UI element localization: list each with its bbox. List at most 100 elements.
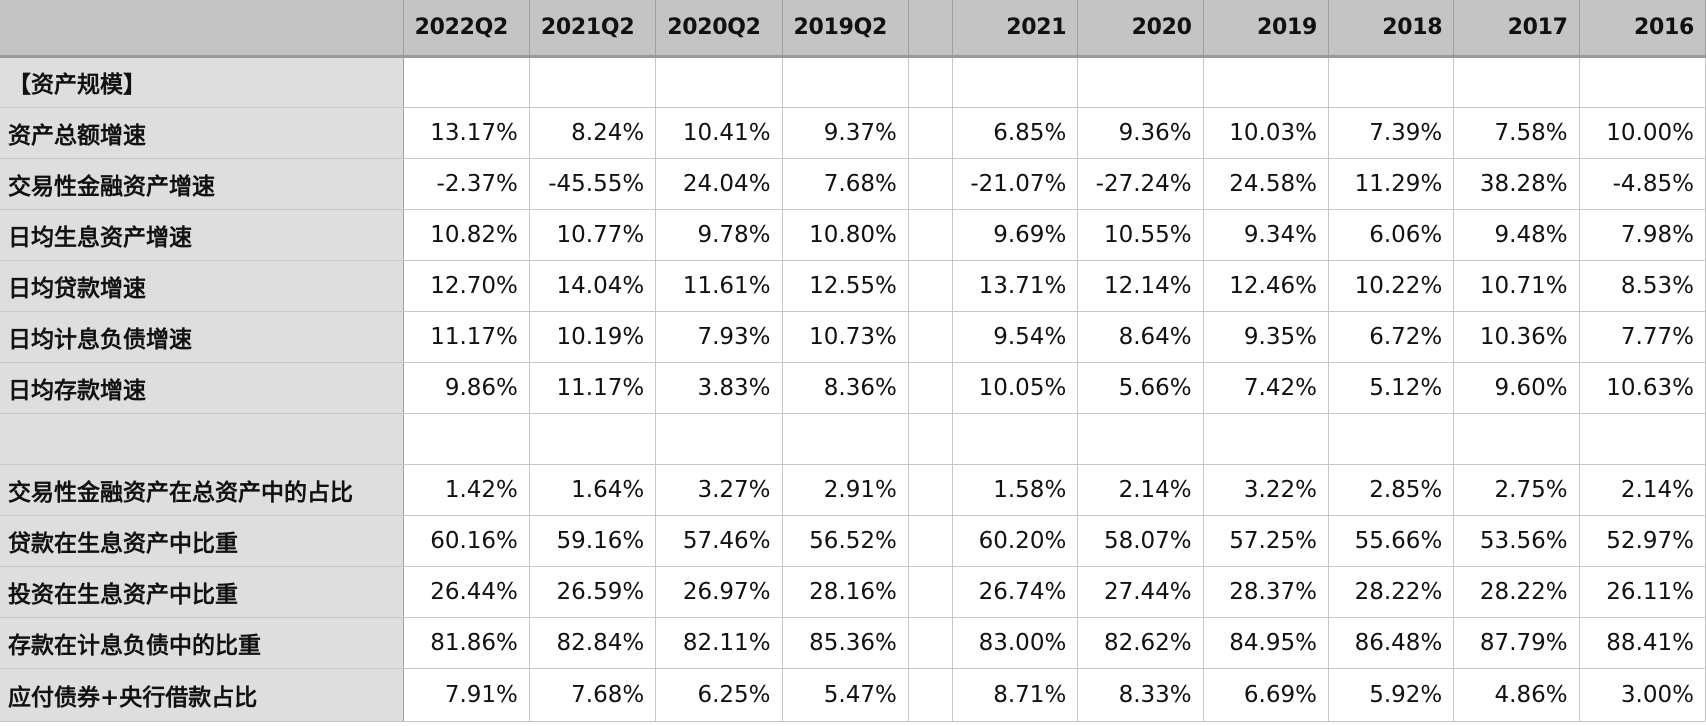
data-cell[interactable]: 13.71% <box>952 260 1079 312</box>
data-cell[interactable]: 6.69% <box>1203 668 1329 722</box>
row-label-cell[interactable] <box>0 413 404 465</box>
row-label-cell[interactable]: 日均贷款增速 <box>0 260 404 312</box>
data-cell[interactable]: 7.91% <box>403 668 530 722</box>
data-cell[interactable]: 10.05% <box>952 362 1079 414</box>
data-cell[interactable] <box>952 56 1079 108</box>
data-cell[interactable] <box>529 413 657 465</box>
data-cell[interactable]: 7.77% <box>1579 311 1706 363</box>
gap-cell[interactable] <box>908 464 953 516</box>
data-cell[interactable]: 10.82% <box>403 209 530 261</box>
data-cell[interactable] <box>1453 56 1580 108</box>
data-cell[interactable]: 3.00% <box>1579 668 1706 722</box>
data-cell[interactable]: 11.17% <box>403 311 530 363</box>
data-cell[interactable]: 10.00% <box>1579 107 1706 159</box>
data-cell[interactable]: 82.11% <box>655 617 783 669</box>
data-cell[interactable]: 28.22% <box>1328 566 1455 618</box>
data-cell[interactable]: 6.85% <box>952 107 1079 159</box>
data-cell[interactable] <box>1328 56 1455 108</box>
data-cell[interactable]: 26.74% <box>952 566 1079 618</box>
data-cell[interactable]: 8.53% <box>1579 260 1706 312</box>
data-cell[interactable]: 7.58% <box>1453 107 1580 159</box>
column-header[interactable]: 2016 <box>1579 0 1706 58</box>
data-cell[interactable]: 1.64% <box>529 464 657 516</box>
gap-cell[interactable] <box>908 311 953 363</box>
gap-cell[interactable] <box>908 107 953 159</box>
row-label-cell[interactable]: 应付债券+央行借款占比 <box>0 668 404 722</box>
gap-cell[interactable] <box>908 158 953 210</box>
row-label-cell[interactable]: 日均生息资产增速 <box>0 209 404 261</box>
row-label-cell[interactable]: 交易性金融资产在总资产中的占比 <box>0 464 404 516</box>
data-cell[interactable]: 10.71% <box>1453 260 1580 312</box>
data-cell[interactable]: 9.36% <box>1077 107 1204 159</box>
data-cell[interactable]: 24.58% <box>1203 158 1329 210</box>
data-cell[interactable]: 11.61% <box>655 260 783 312</box>
data-cell[interactable] <box>1203 413 1329 465</box>
data-cell[interactable]: 7.42% <box>1203 362 1329 414</box>
column-header[interactable]: 2020Q2 <box>655 0 783 58</box>
column-header[interactable]: 2021 <box>952 0 1079 58</box>
data-cell[interactable]: -21.07% <box>952 158 1079 210</box>
data-cell[interactable] <box>1077 413 1204 465</box>
gap-cell[interactable] <box>908 617 953 669</box>
data-cell[interactable]: 57.25% <box>1203 515 1329 567</box>
column-header[interactable]: 2022Q2 <box>403 0 530 58</box>
data-cell[interactable]: 2.75% <box>1453 464 1580 516</box>
data-cell[interactable]: 57.46% <box>655 515 783 567</box>
data-cell[interactable]: -2.37% <box>403 158 530 210</box>
row-label-cell[interactable]: 日均计息负债增速 <box>0 311 404 363</box>
data-cell[interactable]: 12.14% <box>1077 260 1204 312</box>
data-cell[interactable]: 6.72% <box>1328 311 1455 363</box>
column-header[interactable]: 2019 <box>1203 0 1329 58</box>
data-cell[interactable] <box>655 56 783 108</box>
data-cell[interactable]: 9.78% <box>655 209 783 261</box>
data-cell[interactable]: 10.77% <box>529 209 657 261</box>
data-cell[interactable]: 7.68% <box>529 668 657 722</box>
data-cell[interactable]: 58.07% <box>1077 515 1204 567</box>
data-cell[interactable]: 7.98% <box>1579 209 1706 261</box>
data-cell[interactable]: 85.36% <box>782 617 909 669</box>
data-cell[interactable] <box>782 413 909 465</box>
gap-cell[interactable] <box>908 566 953 618</box>
data-cell[interactable]: 5.12% <box>1328 362 1455 414</box>
data-cell[interactable]: 26.44% <box>403 566 530 618</box>
data-cell[interactable]: 26.11% <box>1579 566 1706 618</box>
data-cell[interactable]: 10.03% <box>1203 107 1329 159</box>
row-label-cell[interactable]: 日均存款增速 <box>0 362 404 414</box>
header-corner-cell[interactable] <box>0 0 404 58</box>
data-cell[interactable]: 27.44% <box>1077 566 1204 618</box>
data-cell[interactable] <box>782 56 909 108</box>
data-cell[interactable]: 7.93% <box>655 311 783 363</box>
data-cell[interactable]: 2.85% <box>1328 464 1455 516</box>
data-cell[interactable]: 28.16% <box>782 566 909 618</box>
gap-cell[interactable] <box>908 413 953 465</box>
gap-cell[interactable] <box>908 209 953 261</box>
data-cell[interactable]: 7.68% <box>782 158 909 210</box>
data-cell[interactable]: 2.91% <box>782 464 909 516</box>
data-cell[interactable]: 10.36% <box>1453 311 1580 363</box>
data-cell[interactable]: 9.35% <box>1203 311 1329 363</box>
column-header-gap[interactable] <box>908 0 953 58</box>
data-cell[interactable]: 24.04% <box>655 158 783 210</box>
data-cell[interactable]: 9.60% <box>1453 362 1580 414</box>
data-cell[interactable] <box>1328 413 1455 465</box>
data-cell[interactable]: 9.37% <box>782 107 909 159</box>
data-cell[interactable]: 26.97% <box>655 566 783 618</box>
data-cell[interactable]: -4.85% <box>1579 158 1706 210</box>
data-cell[interactable]: 9.69% <box>952 209 1079 261</box>
gap-cell[interactable] <box>908 56 953 108</box>
data-cell[interactable]: 10.22% <box>1328 260 1455 312</box>
data-cell[interactable]: 9.54% <box>952 311 1079 363</box>
data-cell[interactable]: 87.79% <box>1453 617 1580 669</box>
column-header[interactable]: 2018 <box>1328 0 1455 58</box>
data-cell[interactable]: 83.00% <box>952 617 1079 669</box>
data-cell[interactable]: 86.48% <box>1328 617 1455 669</box>
data-cell[interactable] <box>655 413 783 465</box>
row-label-cell[interactable]: 存款在计息负债中的比重 <box>0 617 404 669</box>
data-cell[interactable]: 5.47% <box>782 668 909 722</box>
data-cell[interactable]: 38.28% <box>1453 158 1580 210</box>
data-cell[interactable]: 11.29% <box>1328 158 1455 210</box>
data-cell[interactable]: 3.83% <box>655 362 783 414</box>
data-cell[interactable]: 13.17% <box>403 107 530 159</box>
data-cell[interactable] <box>1579 56 1706 108</box>
data-cell[interactable]: 8.71% <box>952 668 1079 722</box>
